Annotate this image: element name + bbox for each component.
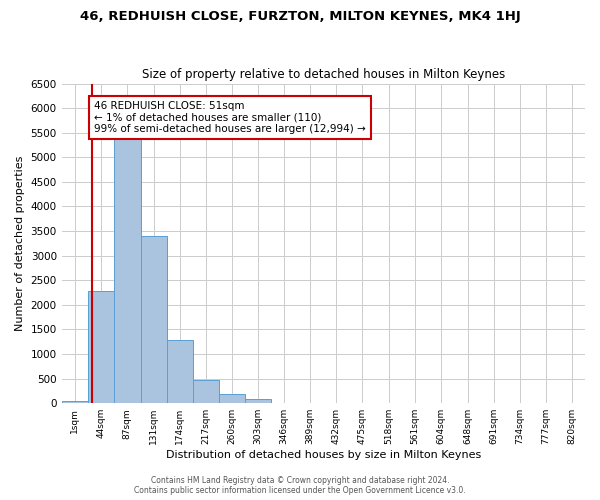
Bar (114, 136, 140, 403)
Bar (62, 400, 88, 403)
Bar (193, 380, 219, 403)
Text: 46, REDHUISH CLOSE, FURZTON, MILTON KEYNES, MK4 1HJ: 46, REDHUISH CLOSE, FURZTON, MILTON KEYN… (80, 10, 520, 23)
Text: Contains HM Land Registry data © Crown copyright and database right 2024.
Contai: Contains HM Land Registry data © Crown c… (134, 476, 466, 495)
Bar (245, 400, 271, 403)
Bar (88, 291, 114, 403)
Bar (167, 340, 193, 403)
Y-axis label: Number of detached properties: Number of detached properties (15, 156, 25, 331)
X-axis label: Distribution of detached houses by size in Milton Keynes: Distribution of detached houses by size … (166, 450, 481, 460)
Text: 46 REDHUISH CLOSE: 51sqm
← 1% of detached houses are smaller (110)
99% of semi-d: 46 REDHUISH CLOSE: 51sqm ← 1% of detache… (94, 101, 366, 134)
Bar (140, 236, 167, 403)
Title: Size of property relative to detached houses in Milton Keynes: Size of property relative to detached ho… (142, 68, 505, 81)
Bar (219, 394, 245, 403)
